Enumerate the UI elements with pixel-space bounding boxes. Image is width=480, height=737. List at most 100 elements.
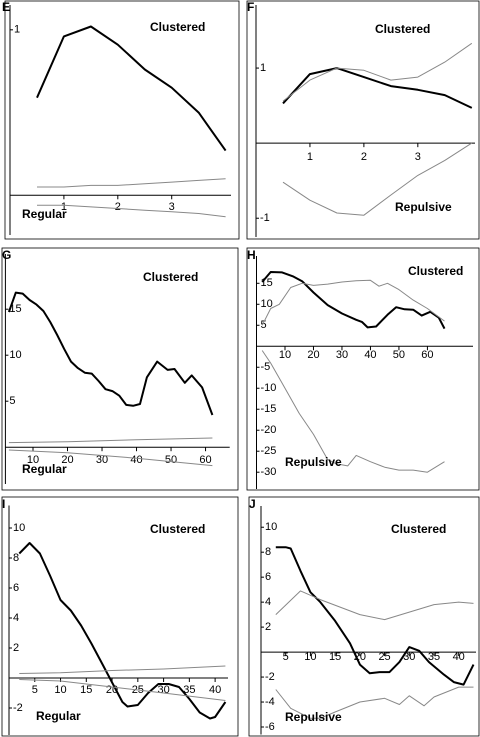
y-tick-label: 8: [265, 546, 271, 558]
y-tick-label: -25: [261, 445, 277, 457]
y-tick-label: -2: [13, 702, 23, 714]
data-line: [261, 271, 446, 330]
y-tick-label: 8: [13, 552, 19, 564]
x-tick-label: 20: [61, 454, 73, 466]
data-line: [19, 665, 226, 674]
x-tick-label: 15: [329, 651, 341, 663]
y-tick-label: -5: [261, 361, 271, 373]
panel-frame: [4, 0, 240, 240]
x-tick-label: 1: [307, 151, 313, 163]
annotation: Clustered: [143, 270, 198, 284]
x-tick-label: 40: [453, 651, 465, 663]
data-line: [261, 279, 445, 326]
data-line: [275, 590, 474, 621]
panel-frame: [246, 247, 480, 491]
data-line: [261, 350, 445, 473]
x-tick-label: 40: [130, 454, 142, 466]
data-line: [7, 291, 214, 416]
data-line: [37, 178, 226, 188]
y-tick-label: -15: [261, 403, 277, 415]
y-tick-label: 6: [265, 571, 271, 583]
annotation: Clustered: [150, 522, 205, 536]
x-tick-label: 35: [428, 651, 440, 663]
x-tick-label: 30: [403, 651, 415, 663]
annotation: Repulsive: [395, 200, 452, 214]
annotation: Clustered: [150, 20, 205, 34]
panel-letter: G: [2, 248, 11, 262]
x-tick-label: 20: [307, 349, 319, 361]
panel-letter: F: [247, 0, 254, 14]
data-line: [8, 437, 213, 444]
x-tick-label: 60: [421, 349, 433, 361]
x-tick-label: 60: [199, 454, 211, 466]
data-line: [18, 542, 227, 720]
annotation: Regular: [22, 462, 67, 476]
data-line: [8, 449, 213, 467]
y-tick-label: -6: [265, 721, 275, 733]
data-line: [282, 67, 473, 109]
x-tick-label: 10: [54, 684, 66, 696]
y-tick-label: 1: [14, 24, 20, 36]
y-tick-label: 10: [9, 349, 21, 361]
y-tick-label: -1: [260, 212, 270, 224]
y-tick-label: 5: [9, 395, 15, 407]
x-tick-label: 25: [378, 651, 390, 663]
data-line: [275, 546, 475, 686]
y-tick-label: 2: [265, 621, 271, 633]
annotation: Clustered: [391, 522, 446, 536]
x-tick-label: 5: [32, 684, 38, 696]
annotation: Repulsive: [285, 455, 342, 469]
y-tick-label: 15: [261, 277, 273, 289]
panel-letter: E: [2, 0, 10, 14]
y-tick-label: -4: [265, 696, 275, 708]
x-tick-label: 30: [96, 454, 108, 466]
y-tick-label: 4: [13, 612, 19, 624]
x-tick-label: 5: [283, 651, 289, 663]
y-tick-label: -10: [261, 382, 277, 394]
y-tick-label: 1: [260, 62, 266, 74]
x-tick-label: 40: [364, 349, 376, 361]
y-tick-label: 10: [13, 522, 25, 534]
data-line: [282, 42, 473, 102]
panel-frame: [1, 247, 239, 491]
panel-frame: [246, 0, 480, 240]
panel-letter: I: [2, 497, 5, 511]
x-tick-label: 1: [61, 201, 67, 213]
x-tick-label: 3: [169, 201, 175, 213]
x-tick-label: 50: [165, 454, 177, 466]
x-tick-label: 3: [415, 151, 421, 163]
data-line: [19, 679, 226, 701]
x-tick-label: 40: [209, 684, 221, 696]
annotation: Regular: [36, 709, 81, 723]
x-tick-label: 30: [336, 349, 348, 361]
x-tick-label: 10: [279, 349, 291, 361]
x-tick-label: 10: [27, 454, 39, 466]
annotation: Repulsive: [285, 710, 342, 724]
x-tick-label: 10: [304, 651, 316, 663]
data-line: [37, 204, 226, 218]
y-tick-label: 5: [261, 319, 267, 331]
y-tick-label: 15: [9, 303, 21, 315]
annotation: Regular: [22, 207, 67, 221]
x-tick-label: 30: [157, 684, 169, 696]
x-tick-label: 50: [393, 349, 405, 361]
y-tick-label: 6: [13, 582, 19, 594]
data-line: [36, 25, 227, 152]
x-tick-label: 15: [80, 684, 92, 696]
panel-frame: [248, 496, 480, 737]
x-tick-label: 2: [361, 151, 367, 163]
y-tick-label: 2: [13, 642, 19, 654]
y-tick-label: 10: [265, 521, 277, 533]
y-tick-label: -20: [261, 424, 277, 436]
panel-frame: [1, 496, 239, 737]
y-tick-label: -30: [261, 466, 277, 478]
y-tick-label: -2: [265, 671, 275, 683]
annotation: Clustered: [375, 22, 430, 36]
y-tick-label: 10: [261, 298, 273, 310]
x-tick-label: 2: [115, 201, 121, 213]
panel-letter: J: [249, 497, 256, 511]
data-line: [275, 686, 474, 719]
annotation: Clustered: [408, 264, 463, 278]
